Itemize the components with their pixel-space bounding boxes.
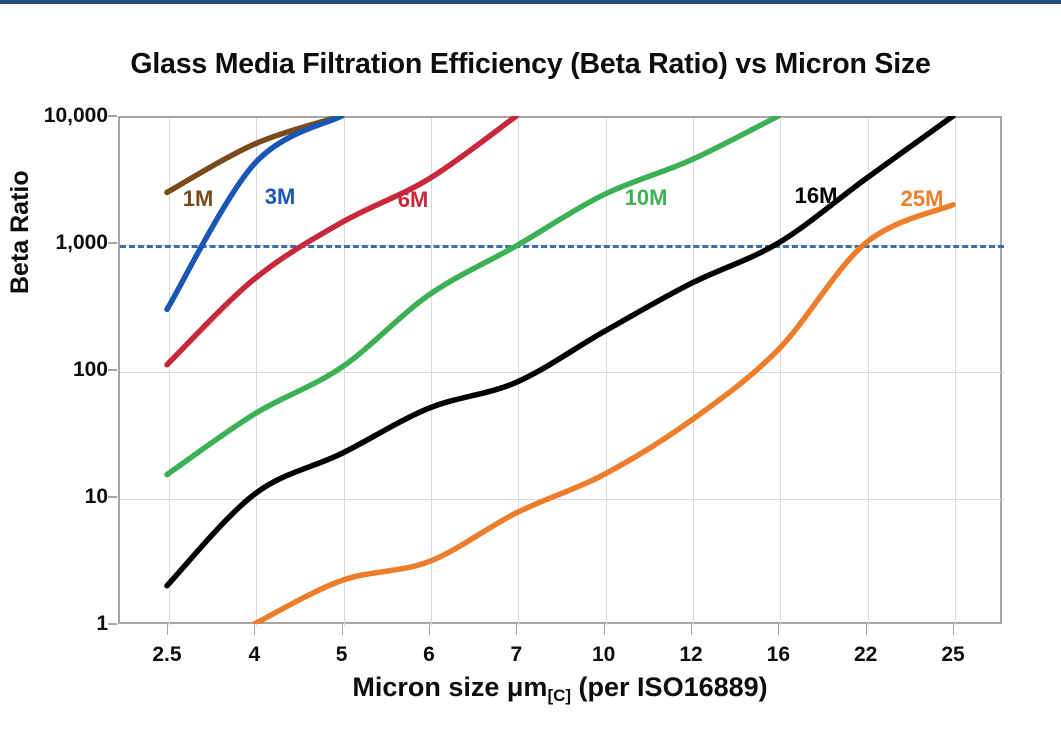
x-axis-tick-label: 22 bbox=[853, 643, 878, 666]
slide-canvas: Glass Media Filtration Efficiency (Beta … bbox=[0, 4, 1061, 748]
slide-accent-bar bbox=[0, 0, 1061, 4]
x-gridline bbox=[867, 118, 869, 626]
x-axis-tick-label: 4 bbox=[248, 643, 261, 666]
x-axis-tick-label: 7 bbox=[510, 643, 523, 666]
x-gridline bbox=[168, 118, 170, 626]
series-line-25m bbox=[251, 202, 956, 624]
y-axis-tick-label: 1 bbox=[96, 612, 108, 635]
series-line-16m bbox=[164, 116, 956, 589]
x-axis-tick-mark bbox=[603, 624, 605, 635]
x-axis-title-main: Micron size μm bbox=[352, 672, 548, 702]
x-gridline bbox=[430, 118, 432, 626]
series-line-6m bbox=[164, 116, 520, 368]
series-label-10m: 10M bbox=[624, 185, 668, 210]
x-gridline bbox=[518, 118, 520, 626]
x-axis-title: Micron size μm[C] (per ISO16889) bbox=[118, 672, 1002, 706]
x-axis-tick-mark bbox=[516, 624, 518, 635]
series-line-10m bbox=[164, 116, 782, 478]
series-lines bbox=[164, 116, 956, 624]
x-axis-tick-mark bbox=[865, 624, 867, 635]
plot-area bbox=[118, 116, 1004, 626]
x-axis-tick-mark bbox=[953, 624, 955, 635]
x-gridline bbox=[256, 118, 258, 626]
x-axis-tick-mark bbox=[691, 624, 692, 635]
y-axis-title: Beta Ratio bbox=[6, 170, 34, 294]
x-axis-tick-mark bbox=[341, 624, 343, 635]
page-title: Glass Media Filtration Efficiency (Beta … bbox=[130, 48, 931, 80]
series-label-3m: 3M bbox=[264, 184, 296, 209]
x-axis-title-tail: (per ISO16889) bbox=[571, 672, 768, 702]
y-axis-tick-label: 10,000 bbox=[43, 104, 108, 127]
x-gridline bbox=[780, 118, 782, 626]
y-axis-tick-mark bbox=[108, 496, 117, 498]
x-gridline bbox=[605, 118, 607, 626]
y-axis-tick-label: 10 bbox=[84, 485, 108, 508]
x-axis-tick-label: 2.5 bbox=[152, 643, 182, 666]
x-gridline bbox=[955, 118, 957, 626]
x-gridline bbox=[343, 118, 345, 626]
y-gridline bbox=[120, 499, 1004, 500]
x-gridline bbox=[693, 118, 694, 626]
series-label-25m: 25M bbox=[900, 186, 944, 211]
y-axis-tick-mark bbox=[108, 623, 117, 625]
x-axis-tick-label: 12 bbox=[679, 643, 703, 666]
x-axis-tick-label: 10 bbox=[591, 643, 616, 666]
x-axis-tick-label: 25 bbox=[941, 643, 965, 666]
x-axis-tick-mark bbox=[254, 624, 256, 635]
x-axis-tick-label: 5 bbox=[335, 643, 348, 666]
y-axis-tick-mark bbox=[108, 369, 117, 371]
series-label-16m: 16M bbox=[794, 183, 838, 208]
series-label-6m: 6M bbox=[397, 187, 429, 212]
x-axis-tick-mark bbox=[778, 624, 780, 635]
y-axis-tick-label: 1,000 bbox=[55, 231, 108, 254]
y-axis-tick-mark bbox=[108, 242, 117, 244]
y-axis-tick-mark bbox=[108, 115, 117, 117]
x-axis-title-subscript: [C] bbox=[547, 686, 572, 705]
x-axis-tick-mark bbox=[166, 624, 168, 635]
y-axis-tick-label: 100 bbox=[72, 358, 108, 381]
x-axis-tick-label: 16 bbox=[766, 643, 791, 666]
x-axis-tick-label: 6 bbox=[423, 643, 435, 666]
series-line-3m bbox=[164, 116, 345, 313]
x-axis-tick-mark bbox=[428, 624, 430, 635]
y-gridline bbox=[120, 372, 1004, 373]
y-axis: 1 10 100 1,000 10,000 bbox=[0, 104, 117, 635]
beta-1000-threshold-line bbox=[120, 245, 1004, 248]
x-axis: 2.5 4 5 6 7 10 12 16 22 25 bbox=[118, 624, 1002, 670]
series-label-1m: 1M bbox=[182, 186, 214, 211]
